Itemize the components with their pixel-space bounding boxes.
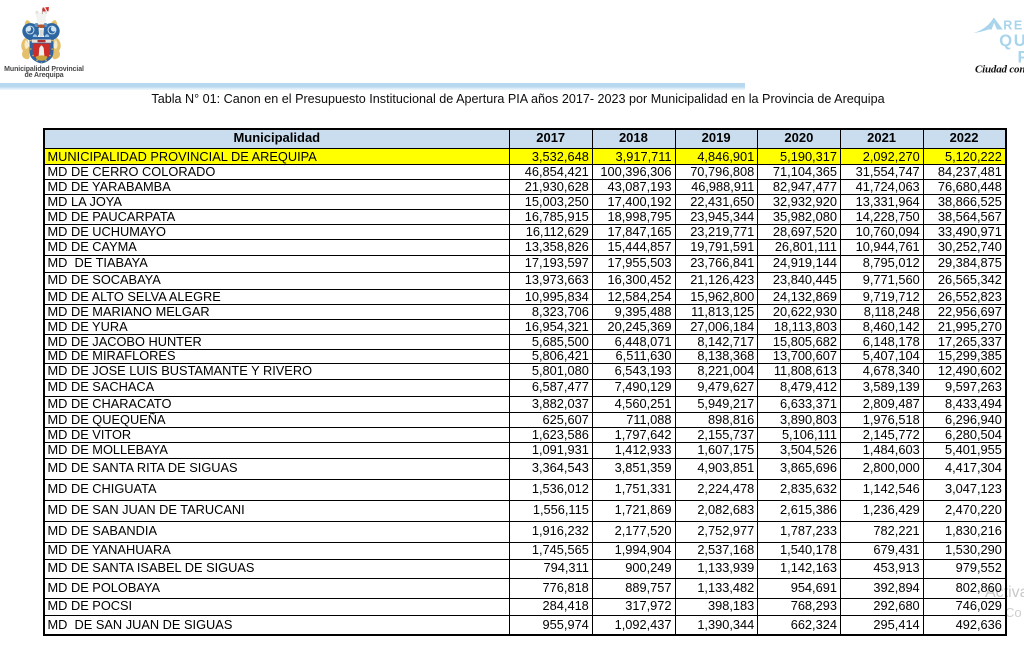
svg-text:PA: PA bbox=[1018, 49, 1024, 67]
svg-text:Ciudad con fu: Ciudad con fu bbox=[975, 63, 1024, 75]
svg-text:QU: QU bbox=[999, 32, 1024, 50]
svg-text:RE: RE bbox=[1003, 19, 1024, 33]
